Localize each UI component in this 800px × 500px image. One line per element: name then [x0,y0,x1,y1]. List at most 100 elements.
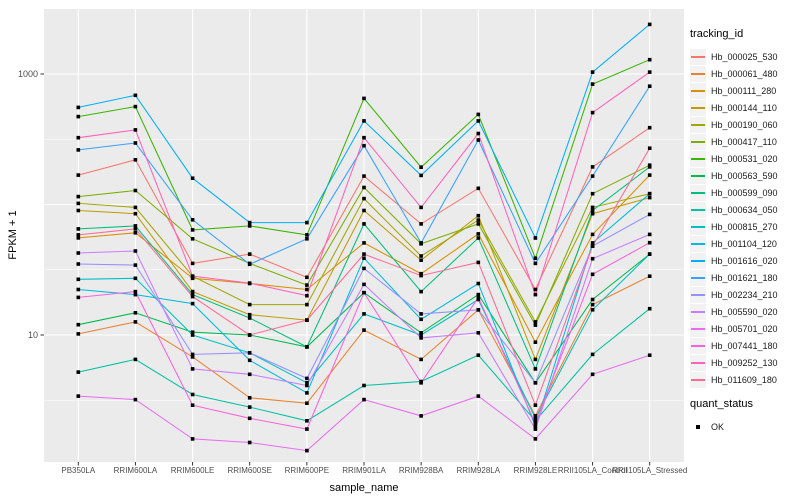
line-swatch [691,89,705,92]
data-point [247,302,252,307]
data-point [247,281,252,285]
data-point [362,196,366,201]
data-point [476,236,481,240]
data-point [76,262,81,266]
legend-item-label: Hb_000111_280 [711,85,777,96]
data-point [133,128,138,132]
x-tick-label-RRII105LA_Control: RRII105LA_Control [557,466,628,475]
legend-key-line-icon [690,286,706,303]
data-point [362,222,366,226]
data-point [247,372,252,377]
data-point [76,135,81,140]
legend-key-line-icon [690,354,706,371]
data-point [76,370,81,374]
data-point [362,208,366,213]
data-point [476,281,481,286]
data-point [362,143,366,148]
line-swatch [691,106,705,109]
data-point [247,333,252,337]
data-point [305,391,309,395]
legend-tracking-id-rows: Hb_000025_530 Hb_000061_480 Hb_000111_280 H… [690,48,798,388]
data-point [419,173,423,178]
data-point [533,261,538,266]
data-point [305,220,309,225]
legend-item-label: Hb_000025_530 [711,51,778,62]
data-point [647,125,652,130]
data-point [590,372,595,377]
x-tick-label-RRIM928LA: RRIM928LA [456,466,501,475]
data-point [76,208,81,213]
legend-item-label: Hb_000531_020 [711,153,778,164]
data-point [190,352,195,357]
ok-legend-key [690,419,706,435]
data-point [419,381,423,385]
data-point [419,331,423,335]
data-point [133,141,138,145]
data-point [305,318,309,322]
data-point [362,266,366,271]
data-point [305,345,309,349]
data-point [647,70,652,74]
data-point [647,191,652,196]
legend: tracking_id Hb_000025_530 Hb_000061_480 Hb… [690,28,798,435]
data-point [533,421,538,426]
data-point [419,414,423,418]
y-tick-label: 1000 [17,69,38,79]
legend-key-line-icon [690,116,706,133]
data-point [76,394,81,398]
legend-key-line-icon [690,65,706,82]
legend-item-label: Hb_009252_130 [711,357,778,368]
data-point [190,355,195,359]
data-point [305,383,309,388]
legend-item-label: Hb_000634_050 [711,204,778,215]
x-tick-label-PB350LA: PB350LA [61,466,96,475]
data-point [362,185,366,190]
data-point [647,212,652,217]
legend-item-Hb_000815_270: Hb_000815_270 [690,218,798,235]
data-point [533,427,538,431]
data-point [133,263,138,267]
data-point [190,392,195,397]
data-point [76,322,81,327]
data-point [305,287,309,292]
data-point [76,194,81,199]
legend-key-line-icon [690,48,706,65]
legend-key-line-icon [690,303,706,320]
data-point [133,276,138,281]
data-point [362,135,366,140]
line-swatch [691,225,705,228]
legend-item-Hb_011609_180: Hb_011609_180 [690,371,798,388]
data-point [247,316,252,320]
legend-item-Hb_002234_210: Hb_002234_210 [690,286,798,303]
data-point [362,119,366,123]
legend-item-Hb_005590_020: Hb_005590_020 [690,303,798,320]
data-point [362,312,366,316]
data-point [647,252,652,256]
legend-key-line-icon [690,218,706,235]
legend-item-Hb_000417_110: Hb_000417_110 [690,133,798,150]
legend-item-Hb_000190_060: Hb_000190_060 [690,116,798,133]
data-point [362,282,366,287]
data-point [590,211,595,216]
legend-item-Hb_005701_020: Hb_005701_020 [690,320,798,337]
data-point [476,131,481,136]
data-point [419,258,423,262]
data-point [590,272,595,277]
data-point [190,292,195,297]
data-point [476,112,481,117]
legend-key-line-icon [690,167,706,184]
data-point [647,240,652,245]
line-swatch [691,344,705,347]
data-point [190,437,195,441]
data-point [476,138,481,142]
data-point [647,353,652,357]
data-point [533,292,538,297]
data-point [190,261,195,266]
data-point [133,158,138,162]
line-swatch [691,140,705,143]
data-point [476,394,481,398]
line-swatch [691,310,705,313]
data-point [133,357,138,362]
data-point [362,174,366,178]
